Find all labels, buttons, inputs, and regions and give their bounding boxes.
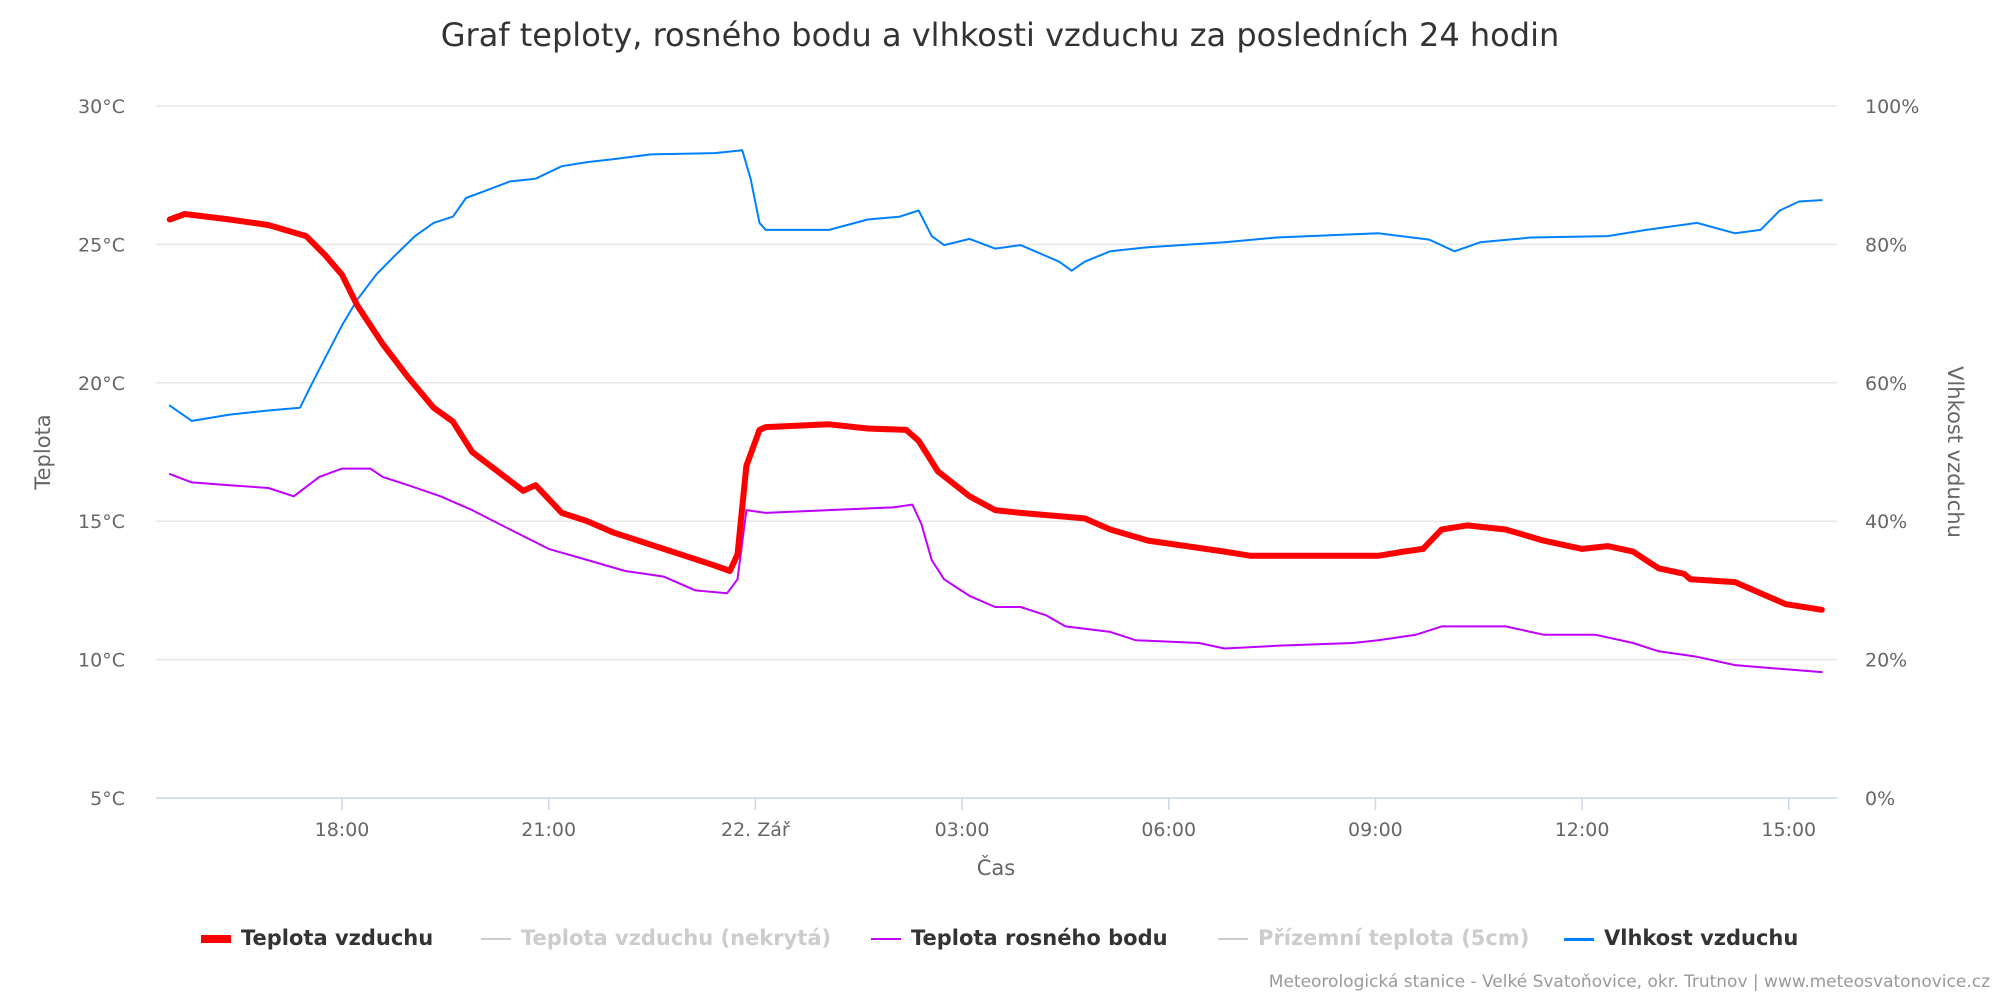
y-tick-label: 30°C — [78, 96, 125, 118]
y2-tick-label: 60% — [1865, 373, 1907, 395]
x-tick-label: 22. Zář — [721, 819, 790, 841]
x-tick-label: 09:00 — [1348, 819, 1403, 841]
y-tick-label: 10°C — [78, 650, 125, 672]
y-tick-label: 15°C — [78, 511, 125, 533]
footer-credit: Meteorologická stanice - Velké Svatoňovi… — [1268, 972, 1990, 992]
x-axis-ticks: 18:00 21:00 22. Zář 03:00 06:00 09:00 12:00 15:… — [315, 798, 1816, 841]
y2-axis-title: Vlhkost vzduchu — [1943, 366, 1967, 538]
legend-label: Přízemní teplota (5cm) — [1258, 926, 1530, 950]
legend-label: Teplota rosného bodu — [911, 926, 1168, 950]
y-tick-label: 5°C — [90, 788, 125, 810]
y2-tick-label: 100% — [1865, 96, 1919, 118]
y-axis-ticks: 5°C 10°C 15°C 20°C 25°C 30°C — [78, 96, 125, 810]
legend-marker — [1564, 937, 1594, 941]
chart-title: Graf teploty, rosného bodu a vlhkosti vz… — [441, 16, 1559, 54]
x-tick-label: 15:00 — [1761, 819, 1816, 841]
y-tick-label: 20°C — [78, 373, 125, 395]
legend-label: Vlhkost vzduchu — [1604, 926, 1799, 950]
legend-item-prizemni-teplota[interactable]: Přízemní teplota (5cm) — [1218, 926, 1529, 950]
y2-tick-label: 40% — [1865, 511, 1907, 533]
x-tick-label: 21:00 — [521, 819, 576, 841]
y2-tick-label: 20% — [1865, 650, 1907, 672]
y2-tick-label: 0% — [1865, 788, 1895, 810]
legend-label: Teplota vzduchu (nekrytá) — [521, 926, 832, 950]
series-line-teplota-vzduchu — [166, 211, 1825, 613]
y2-tick-label: 80% — [1865, 234, 1907, 256]
series-lines — [166, 149, 1825, 674]
x-tick-label: 12:00 — [1555, 819, 1610, 841]
x-tick-label: 03:00 — [935, 819, 990, 841]
y2-axis-ticks: 0% 20% 40% 60% 80% 100% — [1865, 96, 1919, 810]
grid-lines — [156, 105, 1837, 799]
y-axis-title: Teplota — [31, 414, 55, 490]
x-tick-label: 18:00 — [315, 819, 370, 841]
series-line-teplota-rosn-ho-bodu — [168, 467, 1823, 674]
legend-item-teplota-nekryta[interactable]: Teplota vzduchu (nekrytá) — [481, 926, 831, 950]
legend-label: Teplota vzduchu — [241, 926, 434, 950]
legend-item-teplota-vzduchu[interactable]: Teplota vzduchu — [201, 926, 433, 950]
y-tick-label: 25°C — [78, 234, 125, 256]
legend-marker — [1218, 938, 1248, 940]
x-axis-title: Čas — [977, 855, 1015, 880]
legend-marker — [481, 938, 511, 940]
legend-item-vlhkost[interactable]: Vlhkost vzduchu — [1564, 926, 1798, 950]
legend-marker — [201, 935, 231, 943]
x-tick-label: 06:00 — [1141, 819, 1196, 841]
legend-marker — [871, 938, 901, 940]
series-line-vlhkost-vzduchu — [168, 149, 1823, 422]
legend-item-rosny-bod[interactable]: Teplota rosného bodu — [871, 926, 1168, 950]
